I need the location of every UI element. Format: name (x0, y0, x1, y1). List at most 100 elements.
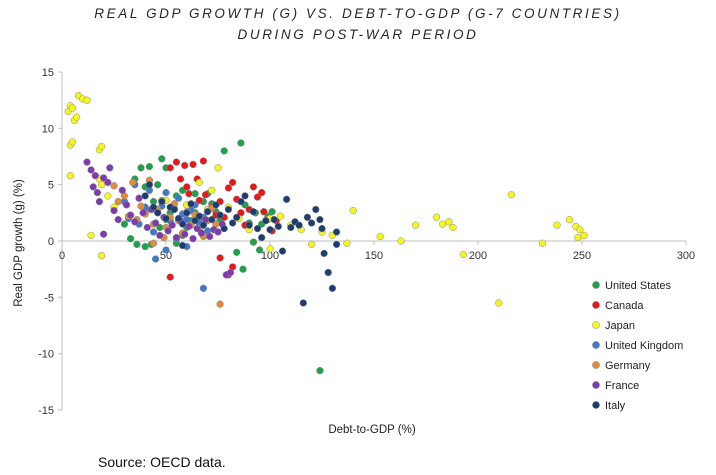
x-tick-label: 100 (261, 250, 279, 262)
data-point (151, 219, 160, 227)
series-france (83, 158, 235, 279)
data-point (97, 181, 106, 189)
data-point (106, 164, 114, 172)
data-point (212, 201, 220, 209)
data-point (122, 201, 131, 209)
data-point (239, 265, 247, 273)
data-point (189, 235, 197, 243)
data-point (287, 223, 295, 232)
series-italy (141, 181, 341, 307)
data-point (318, 224, 326, 233)
data-point (233, 248, 241, 256)
y-tick-label: 15 (42, 67, 54, 79)
data-point (376, 232, 384, 241)
data-point (553, 221, 561, 229)
data-point (258, 233, 266, 242)
x-axis-label: Debt-to-GDP (%) (328, 424, 416, 436)
data-point (158, 155, 166, 163)
data-point (312, 205, 320, 214)
data-point (72, 113, 81, 121)
data-point (166, 273, 174, 281)
data-point (203, 208, 212, 216)
data-point (164, 227, 172, 235)
data-point (262, 217, 270, 225)
data-point (191, 217, 199, 225)
data-point (89, 183, 97, 191)
data-point (260, 208, 268, 216)
data-point (168, 221, 176, 229)
data-point (249, 238, 258, 246)
data-point (195, 196, 203, 205)
y-tick-label: 10 (42, 123, 54, 135)
data-point (220, 147, 228, 155)
data-point (110, 206, 118, 215)
data-point (208, 215, 216, 224)
data-point (266, 245, 274, 253)
data-point (162, 246, 170, 254)
data-point (255, 246, 264, 254)
data-point (185, 190, 193, 198)
data-point (154, 209, 162, 217)
data-point (199, 284, 208, 292)
data-point (129, 178, 137, 187)
data-point (397, 237, 405, 245)
x-tick-label: 250 (573, 250, 591, 262)
data-point (126, 211, 135, 219)
data-point (151, 255, 160, 263)
data-point (83, 96, 91, 104)
data-point (580, 231, 588, 240)
data-point (274, 222, 282, 231)
axes-group (58, 71, 687, 411)
data-point (99, 174, 108, 182)
data-point (158, 197, 166, 206)
data-point (220, 224, 228, 233)
data-point (241, 192, 249, 200)
data-point (162, 214, 170, 223)
data-point (187, 200, 195, 208)
data-point (145, 162, 154, 171)
data-point (307, 219, 316, 227)
legend-label: Italy (605, 400, 626, 412)
data-point (141, 242, 149, 251)
data-point (228, 178, 237, 187)
data-point (199, 221, 208, 229)
data-point (133, 240, 141, 249)
legend: United States Canada Japan United Kingdom Ge… (592, 280, 683, 412)
data-point (176, 175, 185, 183)
data-point (189, 160, 197, 169)
legend-label: Canada (605, 300, 644, 312)
data-point (170, 205, 178, 214)
data-point (459, 250, 468, 259)
legend-label: Germany (605, 360, 651, 372)
data-point (299, 299, 307, 307)
x-tick-label: 150 (365, 250, 383, 262)
data-point (87, 166, 95, 174)
legend-marker (592, 381, 600, 389)
data-point (303, 213, 312, 221)
legend-marker (592, 321, 600, 329)
data-point (249, 208, 258, 216)
data-point (91, 172, 99, 180)
legend-label: France (605, 380, 639, 392)
data-point (233, 213, 241, 221)
y-tick-label: -10 (38, 349, 54, 361)
data-point (174, 214, 183, 223)
data-point (276, 212, 285, 220)
data-point (253, 193, 262, 201)
data-point (332, 228, 341, 236)
chart-title-line-1: REAL GDP GROWTH (G) VS. DEBT-TO-GDP (G-7… (94, 6, 621, 21)
data-point (114, 215, 122, 224)
data-point (538, 239, 547, 247)
data-point (216, 211, 224, 219)
legend-marker (592, 281, 600, 289)
data-point (87, 231, 95, 240)
data-point (278, 247, 287, 255)
data-point (162, 188, 170, 197)
data-point (149, 203, 158, 211)
legend-label: Japan (605, 320, 635, 332)
x-tick-label: 200 (469, 250, 487, 262)
data-point (114, 197, 122, 206)
source-note: Source: OECD data. (98, 454, 226, 470)
y-axis-label: Real GDP growth (g) (%) (13, 179, 25, 307)
y-tick-label: 0 (48, 236, 54, 248)
